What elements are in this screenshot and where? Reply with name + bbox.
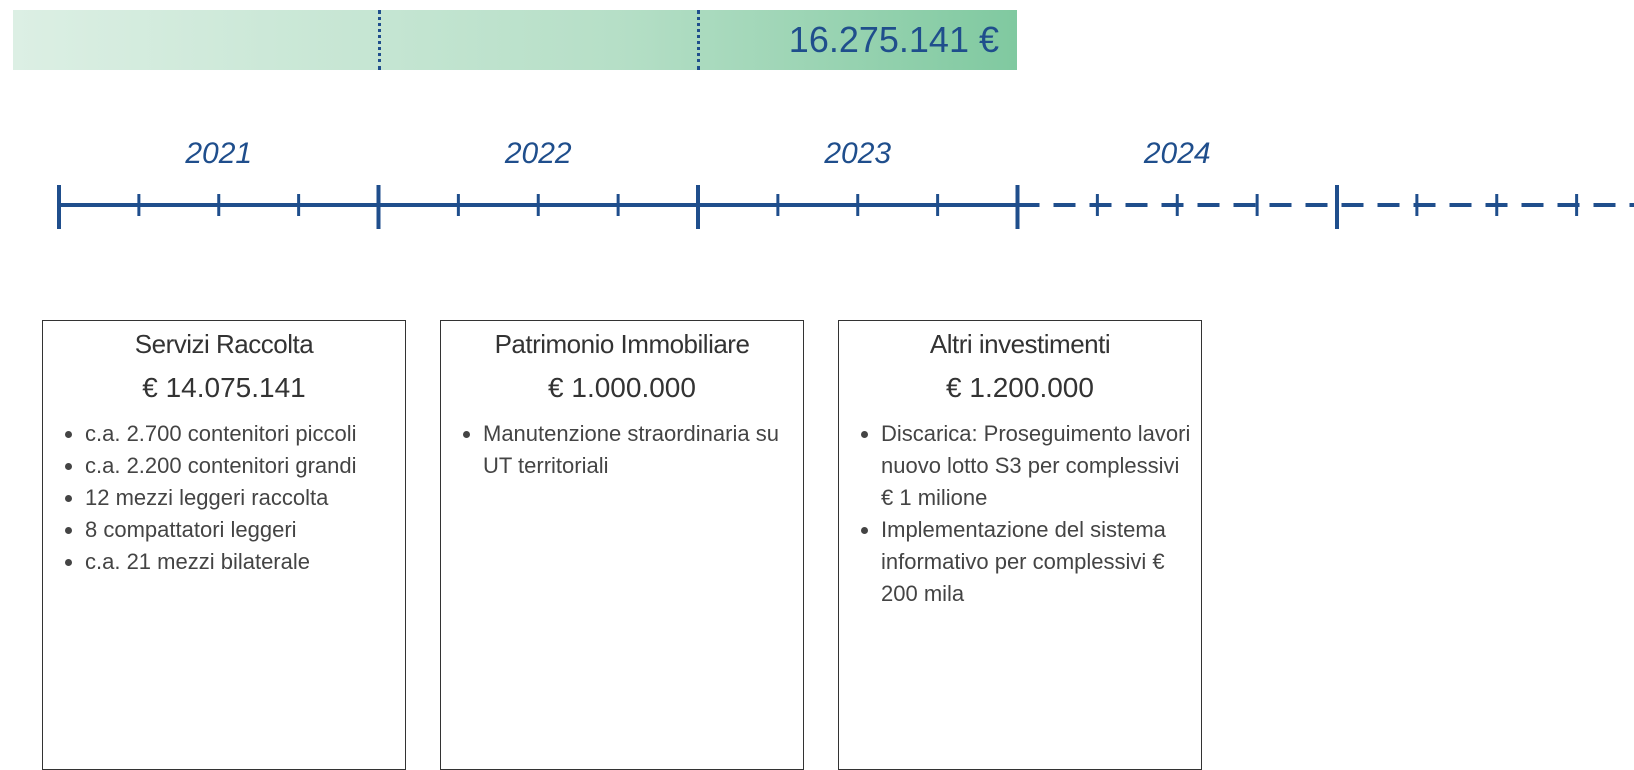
divider [378,10,381,70]
box-title: Servizi Raccolta [134,329,314,359]
year-label: 2021 [184,137,252,170]
total-bar: 16.275.141 € [13,10,1017,70]
year-label: 2022 [504,137,572,170]
bullet-item: 8 compattatori leggeri [85,514,397,546]
bullet-item: c.a. 2.200 contenitori grandi [85,450,397,482]
bullet-item: 12 mezzi leggeri raccolta [85,482,397,514]
bullet-list: c.a. 2.700 contenitori piccolic.a. 2.200… [43,418,405,578]
bullet-item: c.a. 21 mezzi bilaterale [85,546,397,578]
category-box: Altri investimenti € 1.200.000 Discarica: … [838,320,1202,770]
category-box: Servizi Raccolta € 14.075.141 c.a. 2.700 c… [42,320,406,770]
bullet-list: Manutenzione straordinaria su UT territo… [441,418,803,482]
year-label: 2023 [823,137,891,170]
bullet-item: Implementazione del sistema informativo … [881,514,1193,610]
box-amount: € 14.075.141 [142,372,306,403]
timeline: 2021 2022 2023 2024 [57,137,1634,229]
box-title: Altri investimenti [929,329,1111,359]
page: 16.275.141 € 2021 2022 2023 2024 Servizi Ra… [0,0,1634,753]
bullet-item: Manutenzione straordinaria su UT territo… [483,418,795,482]
year-label: 2024 [1143,137,1211,170]
box-amount: € 1.000.000 [548,372,696,403]
total: 16.275.141 € [788,19,999,60]
divider [697,10,700,70]
bullet-list: Discarica: Proseguimento lavori nuovo lo… [839,418,1201,610]
box-title: Patrimonio Immobiliare [494,329,750,359]
category-box: Patrimonio Immobiliare € 1.000.000 Manuten… [440,320,804,770]
box-amount: € 1.200.000 [946,372,1094,403]
bullet-item: Discarica: Proseguimento lavori nuovo lo… [881,418,1193,514]
bullet-item: c.a. 2.700 contenitori piccoli [85,418,397,450]
